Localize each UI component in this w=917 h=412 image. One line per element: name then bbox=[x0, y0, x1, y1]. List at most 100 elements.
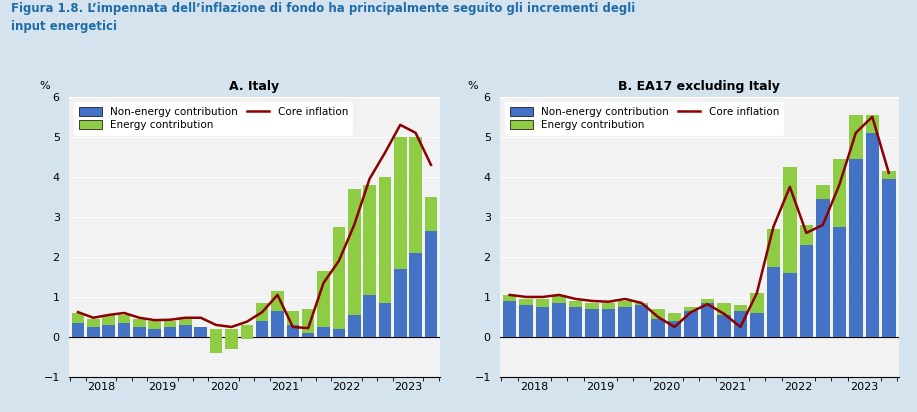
Bar bbox=[602, 303, 615, 309]
Bar bbox=[409, 253, 422, 337]
Bar bbox=[302, 333, 315, 337]
Bar bbox=[240, 325, 253, 339]
Bar bbox=[226, 329, 238, 349]
Bar bbox=[602, 309, 615, 337]
Bar bbox=[651, 309, 665, 337]
Bar bbox=[379, 177, 392, 303]
Bar bbox=[363, 185, 376, 295]
Bar bbox=[210, 329, 223, 337]
Bar bbox=[684, 307, 698, 337]
Bar bbox=[194, 327, 207, 337]
Bar bbox=[552, 295, 566, 303]
Bar bbox=[348, 189, 360, 315]
Bar bbox=[800, 225, 813, 245]
Bar bbox=[72, 323, 84, 337]
Bar bbox=[882, 171, 896, 179]
Bar bbox=[240, 325, 253, 337]
Bar bbox=[536, 307, 549, 337]
Bar bbox=[271, 291, 283, 311]
Bar bbox=[684, 307, 698, 311]
Text: %: % bbox=[39, 81, 50, 91]
Text: %: % bbox=[468, 81, 479, 91]
Bar bbox=[701, 299, 714, 337]
Bar bbox=[618, 307, 632, 337]
Bar bbox=[866, 115, 879, 133]
Bar bbox=[149, 329, 161, 337]
Bar bbox=[103, 325, 115, 337]
Bar bbox=[87, 319, 100, 327]
Bar bbox=[503, 295, 516, 301]
Bar bbox=[585, 303, 599, 309]
Bar bbox=[503, 301, 516, 337]
Bar bbox=[849, 159, 863, 337]
Bar bbox=[379, 303, 392, 337]
Bar bbox=[536, 299, 549, 307]
Bar bbox=[833, 227, 846, 337]
Bar bbox=[635, 305, 648, 337]
Bar bbox=[286, 311, 299, 325]
Bar bbox=[519, 299, 533, 305]
Bar bbox=[72, 313, 84, 323]
Bar bbox=[117, 323, 130, 337]
Bar bbox=[333, 329, 345, 337]
Bar bbox=[552, 303, 566, 337]
Bar bbox=[585, 309, 599, 337]
Bar bbox=[226, 329, 238, 337]
Bar bbox=[882, 171, 896, 337]
Bar bbox=[286, 311, 299, 337]
Bar bbox=[133, 319, 146, 327]
Bar bbox=[800, 245, 813, 337]
Bar bbox=[849, 115, 863, 159]
Bar bbox=[668, 313, 681, 321]
Bar bbox=[618, 301, 632, 307]
Bar bbox=[569, 301, 582, 307]
Bar bbox=[816, 199, 830, 337]
Text: input energetici: input energetici bbox=[11, 20, 117, 33]
Bar bbox=[179, 319, 192, 325]
Bar bbox=[302, 309, 315, 333]
Bar bbox=[103, 315, 115, 325]
Bar bbox=[717, 303, 731, 337]
Bar bbox=[783, 167, 797, 273]
Bar bbox=[635, 303, 648, 305]
Bar bbox=[271, 291, 283, 337]
Bar bbox=[348, 315, 360, 337]
Bar bbox=[717, 303, 731, 315]
Bar bbox=[783, 273, 797, 337]
Bar bbox=[394, 269, 406, 337]
Bar bbox=[317, 271, 330, 327]
Bar bbox=[164, 321, 176, 327]
Title: B. EA17 excluding Italy: B. EA17 excluding Italy bbox=[618, 80, 780, 93]
Bar bbox=[668, 313, 681, 337]
Bar bbox=[256, 303, 269, 321]
Bar bbox=[651, 309, 665, 319]
Bar bbox=[425, 197, 437, 231]
Bar bbox=[317, 327, 330, 337]
Bar bbox=[409, 137, 422, 253]
Bar bbox=[750, 293, 764, 313]
Bar bbox=[164, 327, 176, 337]
Bar bbox=[750, 313, 764, 337]
Bar bbox=[333, 227, 345, 329]
Bar bbox=[149, 321, 161, 329]
Bar bbox=[117, 315, 130, 323]
Legend: Non-energy contribution, Energy contribution, Core inflation: Non-energy contribution, Energy contribu… bbox=[74, 102, 353, 136]
Bar bbox=[767, 229, 780, 267]
Bar bbox=[256, 303, 269, 337]
Bar bbox=[394, 137, 406, 269]
Bar bbox=[734, 305, 747, 311]
Bar bbox=[866, 133, 879, 337]
Bar bbox=[833, 159, 846, 227]
Bar bbox=[767, 267, 780, 337]
Bar bbox=[519, 305, 533, 337]
Title: A. Italy: A. Italy bbox=[229, 80, 280, 93]
Bar bbox=[734, 305, 747, 337]
Bar bbox=[133, 327, 146, 337]
Bar bbox=[816, 185, 830, 199]
Bar bbox=[701, 299, 714, 303]
Text: Figura 1.8. L’impennata dell’inflazione di fondo ha principalmente seguito gli i: Figura 1.8. L’impennata dell’inflazione … bbox=[11, 2, 635, 15]
Bar bbox=[363, 295, 376, 337]
Legend: Non-energy contribution, Energy contribution, Core inflation: Non-energy contribution, Energy contribu… bbox=[505, 102, 784, 136]
Bar bbox=[425, 231, 437, 337]
Bar bbox=[87, 327, 100, 337]
